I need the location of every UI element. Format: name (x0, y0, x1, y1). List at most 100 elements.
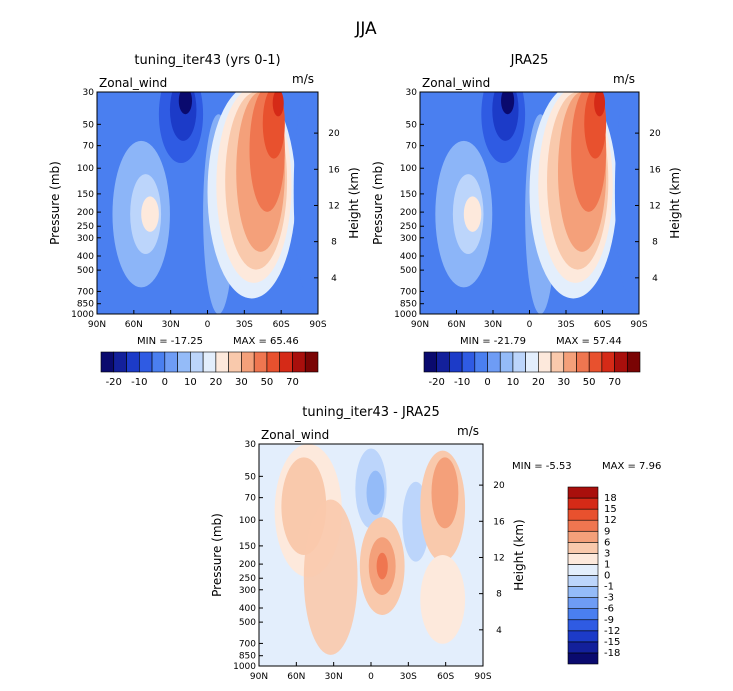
colorbar-swatch (567, 586, 599, 598)
colorbar-label: 70 (608, 377, 621, 388)
field-region (376, 552, 388, 580)
y-right-tick-label: 4 (652, 274, 658, 284)
max-label: MAX = 57.44 (556, 336, 622, 347)
colorbar-swatch (241, 351, 255, 373)
colorbar-label: -20 (106, 377, 122, 388)
colorbar-swatch (567, 608, 599, 621)
colorbar-swatch (202, 351, 217, 373)
y-tick-label: 300 (400, 234, 417, 244)
colorbar-swatch (567, 519, 599, 532)
colorbar-swatch (177, 351, 191, 373)
colorbar-swatch (474, 351, 488, 373)
colorbar-label: -18 (604, 648, 620, 659)
colorbar-swatch (436, 351, 450, 373)
x-tick-label: 0 (527, 320, 533, 330)
y-right-tick-label: 20 (328, 129, 340, 139)
y-tick-label: 200 (77, 208, 94, 218)
units-label: m/s (457, 424, 479, 438)
y-tick-label: 700 (239, 639, 256, 649)
y-axis-label: Pressure (mb) (371, 161, 385, 245)
y-tick-label: 850 (239, 652, 256, 662)
y-tick-label: 500 (77, 266, 94, 276)
y-tick-label: 150 (400, 190, 417, 200)
y-right-tick-label: 20 (649, 129, 661, 139)
y-right-tick-label: 20 (493, 481, 505, 491)
colorbar-swatch (253, 351, 268, 373)
x-tick-label: 60S (273, 320, 290, 330)
x-tick-label: 30N (162, 320, 180, 330)
panel-title: JRA25 (510, 53, 549, 68)
colorbar-label: 0 (604, 571, 610, 582)
y-tick-label: 200 (400, 208, 417, 218)
y-tick-label: 250 (400, 222, 417, 232)
charts-group: tuning_iter43 (yrs 0-1) Zonal_wind m/s 90N 6… (48, 53, 682, 682)
colorbar-swatch (304, 351, 319, 373)
variable-label: Zonal_wind (99, 76, 167, 90)
colorbar-label: -10 (131, 377, 147, 388)
colorbar-label: 50 (261, 377, 274, 388)
panel-title: tuning_iter43 (yrs 0-1) (134, 53, 280, 68)
y-tick-label: 400 (239, 604, 256, 614)
x-tick-label: 90S (630, 320, 647, 330)
colorbar-swatch (100, 351, 115, 373)
y-axis-label: Pressure (mb) (210, 513, 224, 597)
y-axis-label-right: Height (km) (347, 167, 361, 238)
colorbar-swatch (461, 351, 476, 373)
panel-title: tuning_iter43 - JRA25 (302, 405, 440, 420)
colorbar-label: 15 (604, 504, 617, 515)
y-axis-label-right: Height (km) (512, 519, 526, 590)
x-tick-label: 30S (557, 320, 574, 330)
contour-field (97, 92, 318, 314)
x-tick-label: 60N (125, 320, 143, 330)
y-tick-label: 400 (400, 252, 417, 262)
colorbar-swatch (563, 351, 577, 373)
colorbar-swatch (449, 351, 463, 373)
y-tick-label: 50 (245, 472, 257, 482)
y-tick-label: 30 (83, 88, 95, 98)
x-tick-label: 90S (474, 672, 491, 682)
colorbar-label: 12 (604, 515, 617, 526)
variable-label: Zonal_wind (422, 76, 490, 90)
y-tick-label: 500 (239, 618, 256, 628)
y-tick-label: 200 (239, 560, 256, 570)
min-label: MIN = -21.79 (460, 336, 526, 347)
figure-title: JJA (354, 19, 377, 39)
y-right-tick-label: 8 (331, 238, 337, 248)
colorbar-swatch (215, 351, 229, 373)
x-tick-label: 60S (437, 672, 454, 682)
colorbar-swatch (138, 351, 153, 373)
field-region (463, 196, 482, 232)
field-region (614, 92, 639, 292)
units-label: m/s (613, 72, 635, 86)
colorbar-swatch (423, 351, 438, 373)
y-tick-label: 70 (245, 494, 257, 504)
colorbar-label: 3 (604, 548, 610, 559)
colorbar-swatch (151, 351, 166, 373)
y-tick-label: 70 (83, 142, 95, 152)
y-tick-label: 100 (239, 516, 256, 526)
colorbar-swatch (487, 351, 501, 373)
colorbar-label: 9 (604, 526, 610, 537)
x-tick-label: 30S (236, 320, 253, 330)
variable-label: Zonal_wind (261, 428, 329, 442)
colorbar-swatch (550, 351, 565, 373)
y-tick-label: 30 (406, 88, 418, 98)
colorbar-swatch (567, 508, 599, 521)
y-right-tick-label: 12 (649, 201, 660, 211)
field-region (303, 499, 358, 655)
colorbar-swatch (164, 351, 178, 373)
x-tick-label: 30S (400, 672, 417, 682)
y-tick-label: 30 (245, 440, 257, 450)
y-tick-label: 400 (77, 252, 94, 262)
colorbar-label: 50 (583, 377, 596, 388)
x-tick-label: 90S (309, 320, 326, 330)
colorbar-swatch (567, 575, 599, 587)
min-label: MIN = -5.53 (512, 461, 572, 472)
colorbar-swatch (576, 351, 590, 373)
colorbar-label: 20 (210, 377, 223, 388)
x-tick-label: 30N (484, 320, 502, 330)
x-tick-label: 90N (88, 320, 106, 330)
colorbar-swatch (279, 351, 293, 373)
